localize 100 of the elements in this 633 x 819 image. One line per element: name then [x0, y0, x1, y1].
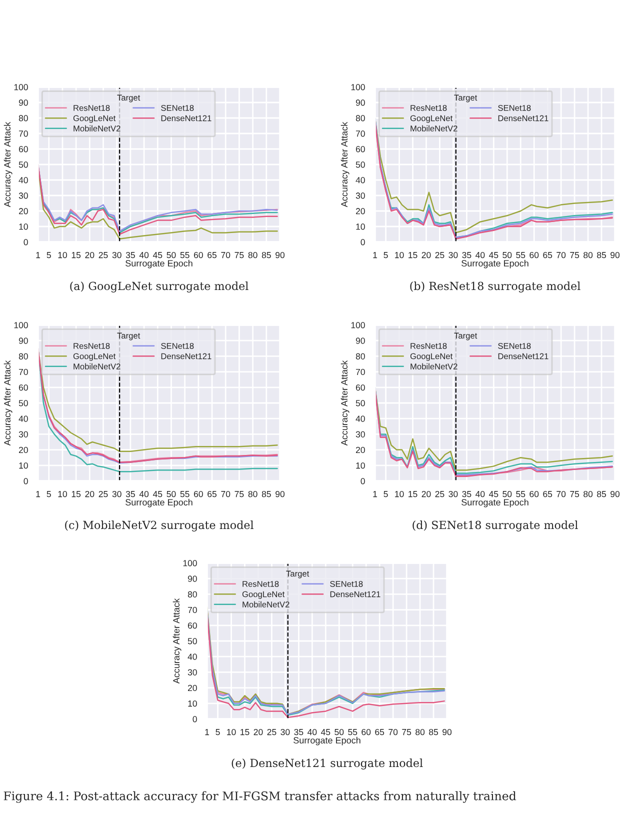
x-tick-label: 50: [334, 728, 344, 736]
y-tick-label: 70: [188, 606, 197, 614]
legend-label: SENet18: [498, 342, 531, 349]
x-tick-label: 90: [276, 490, 285, 498]
x-tick-label: 75: [402, 729, 412, 736]
x-tick-label: 70: [221, 252, 230, 258]
x-tick-label: 45: [488, 252, 498, 258]
y-tick-label: 60: [18, 384, 28, 391]
y-tick-label: 30: [356, 431, 365, 438]
y-tick-label: 10: [19, 462, 28, 469]
x-tick-label: 20: [254, 728, 263, 736]
y-tick-label: 20: [356, 446, 365, 454]
x-tick-label: 65: [543, 252, 552, 258]
legend-label: DenseNet121: [161, 115, 212, 122]
y-axis-title: Accuracy After Attack: [340, 360, 350, 446]
x-tick-label: 15: [408, 491, 418, 498]
x-tick-label: 90: [276, 252, 285, 258]
x-tick-label: 10: [58, 252, 67, 258]
x-tick-label: 35: [462, 490, 472, 498]
legend-label: GoogLeNet: [73, 115, 116, 123]
text: (b) ResNet18 surrogate model: [410, 282, 580, 292]
y-axis-title: Accuracy After Attack: [4, 122, 12, 208]
x-tick-label: 85: [262, 490, 271, 498]
x-tick-label: 65: [375, 728, 384, 736]
x-tick-label: 70: [388, 728, 398, 736]
legend-label: DenseNet121: [498, 115, 548, 122]
caption: Figure 4.1: Post-attack accuracy for MI-FGSM transfer attacks from naturally trained: [4, 791, 516, 803]
x-tick-label: 15: [408, 252, 418, 258]
x-tick-label: 40: [476, 490, 485, 498]
y-tick-label: 30: [188, 669, 197, 676]
y-tick-label: 10: [19, 224, 28, 230]
x-tick-label: 25: [435, 252, 444, 258]
x-tick-label: 10: [58, 490, 67, 498]
y-axis-title: Accuracy After Attack: [4, 360, 12, 446]
y-tick-label: 60: [356, 384, 365, 391]
legend-label: MobileNetV2: [74, 363, 120, 370]
text: (c) MobileNetV2 surrogate model: [65, 520, 254, 532]
y-tick-label: 100: [14, 322, 28, 328]
y-tick-label: 40: [356, 416, 365, 422]
x-tick-label: 1: [36, 491, 40, 498]
y-tick-label: 50: [18, 162, 28, 168]
x-tick-label: 85: [597, 252, 606, 258]
x-tick-label: 10: [395, 490, 404, 498]
y-tick-label: 80: [18, 115, 28, 122]
x-tick-label: 35: [462, 252, 472, 258]
x-tick-label: 70: [556, 490, 566, 498]
legend-label: SENet18: [498, 104, 531, 111]
x-tick-label: 80: [248, 490, 258, 498]
x-tick-label: 30: [112, 252, 122, 258]
x-tick-label: 5: [216, 729, 220, 736]
x-tick-label: 1: [373, 252, 378, 258]
x-tick-label: 5: [46, 252, 51, 258]
x-tick-label: 45: [152, 491, 162, 498]
x-tick-label: 70: [221, 490, 230, 498]
x-tick-label: 90: [610, 490, 620, 498]
x-tick-label: 60: [194, 490, 203, 498]
y-tick-label: 0: [24, 239, 28, 246]
y-tick-label: 40: [188, 654, 197, 660]
y-tick-label: 90: [188, 576, 197, 582]
legend-label: SENet18: [161, 342, 194, 349]
x-tick-label: 20: [422, 252, 431, 258]
y-tick-label: 20: [18, 208, 28, 214]
y-tick-label: 20: [18, 446, 28, 454]
y-tick-label: 100: [351, 84, 365, 90]
x-tick-label: 65: [543, 490, 552, 498]
legend-title: Target: [454, 94, 478, 102]
x-tick-label: 85: [429, 728, 438, 736]
y-tick-label: 50: [356, 162, 365, 168]
y-axis-title: Accuracy After Attack: [340, 122, 350, 208]
legend-label: ResNet18: [242, 580, 279, 587]
x-tick-label: 10: [227, 728, 236, 736]
x-tick-label: 85: [597, 490, 606, 498]
y-tick-label: 0: [24, 478, 28, 484]
x-tick-label: 5: [384, 491, 388, 498]
y-tick-label: 10: [188, 700, 197, 707]
x-axis-title: Surrogate Epoch: [126, 498, 192, 508]
x-tick-label: 35: [126, 490, 135, 498]
x-axis-title: Surrogate Epoch: [462, 498, 528, 508]
legend-label: MobileNetV2: [410, 125, 458, 132]
x-tick-label: 50: [502, 490, 512, 498]
y-tick-label: 70: [356, 368, 365, 376]
y-tick-label: 90: [18, 338, 28, 344]
x-tick-label: 45: [320, 729, 330, 736]
legend-label: GoogLeNet: [410, 115, 453, 123]
x-tick-label: 55: [180, 491, 190, 498]
x-tick-label: 1: [373, 491, 378, 498]
legend-title: Target: [117, 332, 140, 340]
x-tick-label: 40: [476, 252, 485, 258]
y-tick-label: 40: [356, 177, 365, 184]
x-tick-label: 1: [36, 252, 40, 258]
x-axis-title: Surrogate Epoch: [126, 260, 192, 268]
x-tick-label: 55: [348, 729, 358, 736]
x-tick-label: 30: [448, 490, 458, 498]
x-tick-label: 10: [395, 252, 404, 258]
x-tick-label: 65: [208, 252, 217, 258]
x-tick-label: 75: [234, 491, 244, 498]
legend-label: MobileNetV2: [242, 601, 290, 608]
y-tick-label: 50: [188, 638, 197, 644]
y-tick-label: 20: [188, 684, 197, 692]
legend-title: Target: [286, 570, 310, 578]
